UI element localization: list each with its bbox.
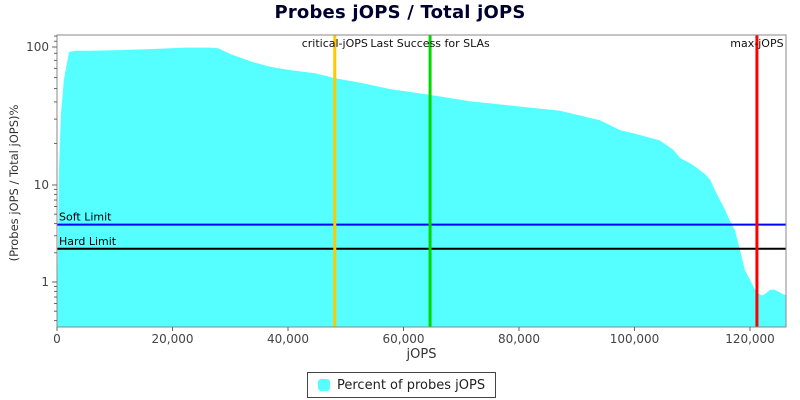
legend: Percent of probes jOPS [307,372,497,398]
legend-series-marker-icon [318,379,330,391]
y-tick-label: 100 [26,40,49,54]
x-tick-label: 40,000 [267,332,309,346]
limit-line-label: Soft Limit [59,211,112,224]
x-tick-label: 80,000 [498,332,540,346]
plot-border [56,34,787,328]
x-tick-label: 0 [53,332,61,346]
x-tick-label: 20,000 [152,332,194,346]
marker-line-label: Last Success for SLAs [370,37,490,50]
legend-label: Percent of probes jOPS [337,377,486,393]
y-tick-label: 10 [34,178,49,192]
marker-line-label: critical-jOPS [302,37,368,50]
series-area [57,47,786,327]
x-tick-label: 60,000 [383,332,425,346]
x-axis-title: jOPS [406,347,437,362]
x-tick-label: 100,000 [610,332,660,346]
marker-line-label: max-jOPS [730,37,783,50]
limit-line-label: Hard Limit [59,235,117,248]
chart-title: Probes jOPS / Total jOPS [274,2,526,23]
x-tick-label: 120,000 [725,332,775,346]
y-tick-label: 1 [41,275,49,289]
